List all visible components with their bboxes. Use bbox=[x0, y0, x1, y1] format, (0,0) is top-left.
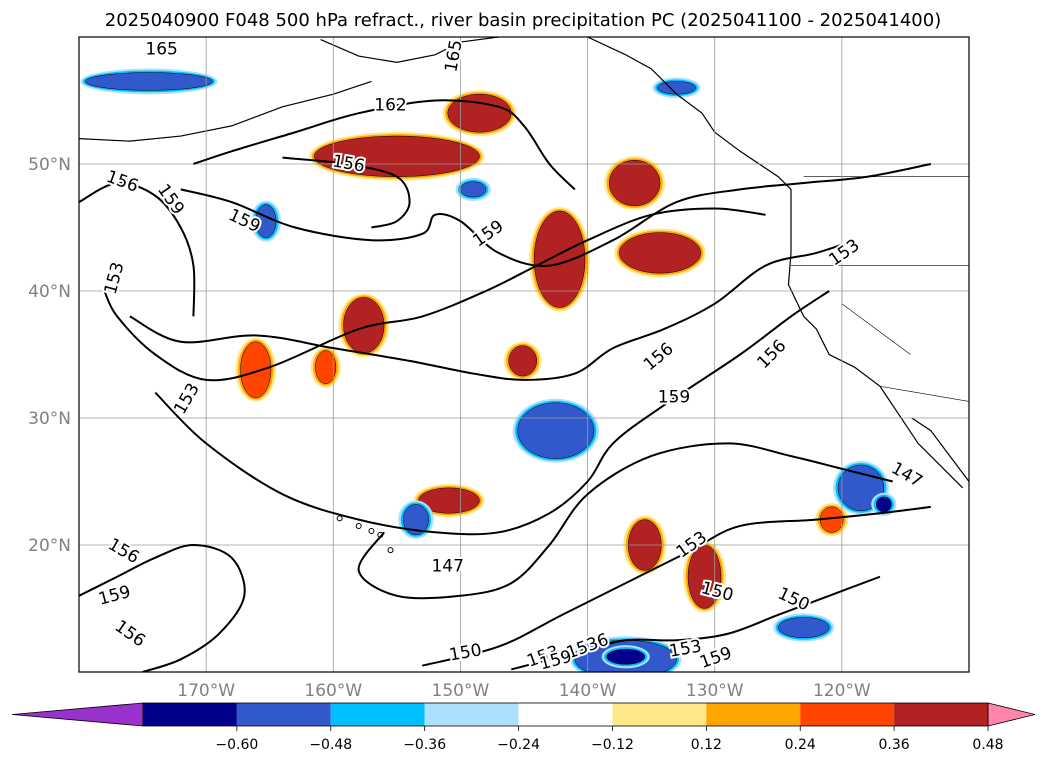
contour-line-153 bbox=[154, 290, 830, 536]
precip-region bbox=[608, 159, 661, 207]
contour-label: 159 bbox=[658, 388, 690, 408]
precip-region bbox=[240, 341, 272, 398]
colorbar-tick-label: 0.48 bbox=[972, 737, 1003, 753]
lat-tick-label: 40°N bbox=[28, 282, 71, 302]
political-border bbox=[879, 385, 969, 402]
colorbar-frame bbox=[142, 702, 989, 727]
lon-tick-label: 170°W bbox=[177, 681, 235, 701]
lon-tick-label: 120°W bbox=[813, 681, 871, 701]
colorbar-bin bbox=[424, 703, 519, 726]
colorbar-bin bbox=[143, 703, 237, 726]
contour-label: 162 bbox=[374, 96, 406, 116]
precip-region bbox=[460, 181, 487, 198]
colorbar: −0.60 −0.48 −0.36 −0.24 −0.12 0.12 0.24 0.36 0.4… bbox=[11, 702, 1036, 753]
contour-line-156 bbox=[282, 156, 411, 229]
gridlines bbox=[79, 37, 969, 672]
colorbar-bin bbox=[706, 703, 801, 726]
contour-line-156 bbox=[79, 543, 246, 672]
colorbar-bin bbox=[330, 703, 425, 726]
lat-tick-label: 50°N bbox=[28, 155, 71, 175]
precip-region bbox=[517, 402, 595, 459]
colorbar-tick-label: −0.12 bbox=[591, 737, 634, 753]
lon-tick-label: 150°W bbox=[432, 681, 490, 701]
island-outline bbox=[387, 547, 394, 554]
lat-tick-label: 30°N bbox=[28, 409, 71, 429]
colorbar-tick-label: −0.36 bbox=[403, 737, 446, 753]
lon-tick-label: 130°W bbox=[686, 681, 744, 701]
contour-label: 147 bbox=[431, 557, 463, 577]
precip-region bbox=[315, 350, 337, 384]
colorbar-extend-low bbox=[11, 702, 144, 727]
colorbar-bin bbox=[894, 703, 988, 726]
colorbar-bin bbox=[518, 703, 613, 726]
coastline-segment bbox=[320, 37, 499, 64]
lat-tick-label: 20°N bbox=[28, 536, 71, 556]
contour-line-153 bbox=[511, 575, 881, 671]
contour-line-159 bbox=[103, 207, 766, 382]
contour-line-156 bbox=[129, 239, 855, 381]
contour-label: 165 bbox=[145, 40, 177, 60]
map-frame bbox=[78, 36, 970, 673]
contour-line-162 bbox=[193, 99, 576, 191]
island-outline bbox=[368, 528, 375, 535]
longitude-labels: 170°W 160°W 150°W 140°W 130°W 120°W bbox=[177, 681, 871, 701]
precip-region bbox=[606, 648, 646, 665]
colorbar-tick-label: −0.48 bbox=[309, 737, 352, 753]
lon-tick-label: 140°W bbox=[559, 681, 617, 701]
latitude-labels: 20°N 30°N 40°N 50°N bbox=[28, 155, 71, 556]
precip-region bbox=[619, 232, 701, 274]
precip-region bbox=[418, 487, 480, 514]
precip-region bbox=[343, 297, 385, 354]
refractivity-contours bbox=[79, 99, 932, 672]
precip-region bbox=[85, 72, 213, 91]
colorbar-tick-label: 0.12 bbox=[691, 737, 722, 753]
island-outline bbox=[355, 522, 362, 529]
colorbar-bin bbox=[800, 703, 895, 726]
contour-line-159 bbox=[180, 163, 932, 267]
colorbar-bin bbox=[236, 703, 331, 726]
coastline-segment bbox=[911, 417, 969, 482]
precip-region bbox=[533, 210, 586, 308]
colorbar-extend-high bbox=[987, 702, 1036, 727]
precip-region bbox=[402, 504, 429, 536]
contour-line-147 bbox=[357, 442, 893, 600]
precip-region bbox=[778, 617, 830, 638]
colorbar-tick-label: −0.24 bbox=[497, 737, 540, 753]
coastlines bbox=[79, 37, 969, 554]
colorbar-tick-label: 0.24 bbox=[785, 737, 816, 753]
contour-line-150 bbox=[422, 505, 931, 667]
island-outline bbox=[336, 515, 343, 522]
colorbar-tick-label: 0.36 bbox=[879, 737, 910, 753]
colorbar-tick-label: −0.60 bbox=[215, 737, 258, 753]
precip-region bbox=[508, 345, 537, 377]
lon-tick-label: 160°W bbox=[304, 681, 362, 701]
precip-region bbox=[657, 81, 696, 95]
colorbar-bin bbox=[612, 703, 707, 726]
chart-title: 2025040900 F048 500 hPa refract., river … bbox=[105, 10, 941, 31]
precip-region bbox=[875, 496, 892, 513]
contour-line-156 bbox=[79, 181, 196, 317]
coastline-segment bbox=[587, 37, 964, 489]
